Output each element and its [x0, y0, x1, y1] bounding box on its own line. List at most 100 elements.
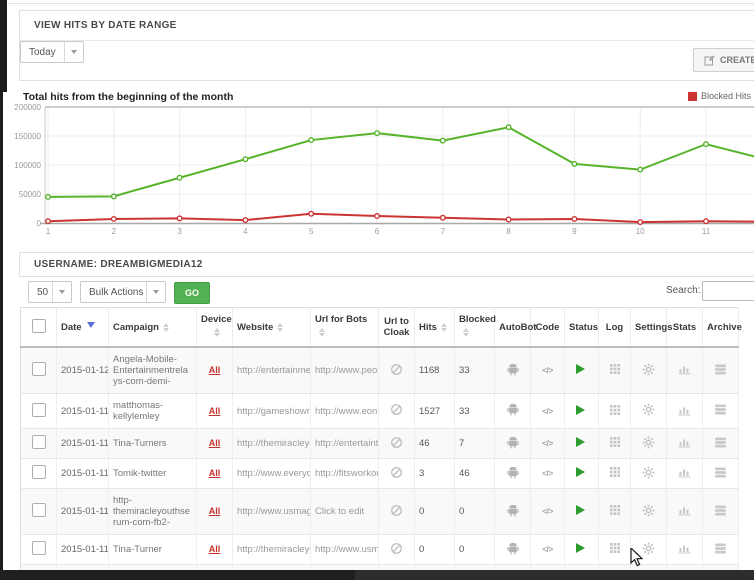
android-icon[interactable]: [506, 403, 520, 416]
device-link[interactable]: All: [208, 468, 221, 478]
device-link[interactable]: All: [208, 506, 221, 516]
gear-icon[interactable]: [642, 363, 655, 376]
chart-legend: Blocked HitsVi: [688, 91, 754, 101]
bar-chart-icon[interactable]: [678, 404, 691, 416]
svg-text:200000: 200000: [14, 103, 41, 112]
archive-icon[interactable]: [714, 504, 727, 517]
svg-text:7: 7: [441, 227, 446, 236]
code-icon[interactable]: </>: [542, 365, 553, 375]
code-icon[interactable]: </>: [542, 506, 553, 516]
sort-icon: [162, 320, 169, 335]
play-icon[interactable]: [576, 505, 590, 515]
grid-icon[interactable]: [609, 363, 621, 375]
code-icon[interactable]: </>: [542, 438, 553, 448]
code-icon[interactable]: </>: [542, 468, 553, 478]
ban-circle-icon[interactable]: [390, 403, 403, 416]
android-icon[interactable]: [506, 466, 520, 479]
cell-settings: [630, 393, 667, 429]
ban-circle-icon[interactable]: [390, 504, 403, 517]
col-header-blocked[interactable]: Blocked: [454, 307, 496, 348]
cell-stats: [666, 347, 703, 394]
go-button[interactable]: GO: [174, 282, 211, 304]
col-header-checkbox[interactable]: [20, 307, 57, 348]
create-campaign-button[interactable]: CREATE NEW CAMPAIGN: [693, 48, 754, 72]
row-checkbox[interactable]: [31, 435, 46, 449]
col-header-settings: Settings: [630, 307, 672, 348]
device-link[interactable]: All: [208, 405, 221, 416]
row-checkbox[interactable]: [31, 541, 46, 555]
android-icon[interactable]: [506, 542, 520, 555]
bar-chart-icon[interactable]: [678, 504, 691, 516]
date-range-select[interactable]: Today: [20, 41, 84, 63]
ban-circle-icon[interactable]: [390, 542, 403, 555]
play-icon[interactable]: [576, 404, 590, 415]
code-icon[interactable]: </>: [542, 405, 553, 416]
col-header-date[interactable]: Date: [56, 307, 109, 348]
col-header-campaign[interactable]: Campaign: [108, 307, 197, 348]
row-checkbox[interactable]: [31, 465, 46, 479]
grid-icon[interactable]: [609, 404, 621, 416]
play-icon[interactable]: [576, 543, 590, 553]
date-range-controls: Today CREATE NEW CAMPAIGN: [20, 41, 754, 79]
cell-log: [598, 534, 631, 565]
bulk-actions-select[interactable]: Bulk Actions: [80, 281, 166, 303]
bar-chart-icon[interactable]: [678, 436, 691, 448]
bar-chart-icon[interactable]: [678, 363, 691, 375]
play-icon[interactable]: [576, 467, 590, 477]
cell-checkbox: [20, 428, 57, 459]
svg-text:9: 9: [572, 227, 577, 236]
legend-swatch-icon: [688, 91, 697, 101]
play-icon[interactable]: [576, 364, 590, 374]
archive-icon[interactable]: [714, 363, 727, 376]
row-checkbox[interactable]: [31, 503, 46, 517]
ban-circle-icon[interactable]: [390, 436, 403, 449]
grid-icon[interactable]: [609, 504, 621, 516]
archive-icon[interactable]: [714, 542, 727, 555]
gear-icon[interactable]: [642, 436, 655, 449]
device-link[interactable]: All: [208, 438, 221, 448]
code-icon[interactable]: </>: [542, 544, 553, 554]
col-header-url_bots[interactable]: Url for Bots: [310, 307, 379, 348]
col-header-website[interactable]: Website: [232, 307, 311, 348]
svg-text:50000: 50000: [19, 190, 42, 199]
table-row: 2015-01-11 http-themiracleyouthserum-com-…: [20, 488, 739, 535]
page-size-select[interactable]: 50: [28, 281, 72, 303]
gear-icon[interactable]: [642, 403, 655, 416]
cell-blocked: 0: [454, 488, 495, 535]
search-input[interactable]: [702, 281, 754, 301]
cell-archive: [702, 534, 739, 565]
bar-chart-icon[interactable]: [678, 466, 691, 478]
row-checkbox[interactable]: [31, 362, 46, 376]
svg-text:5: 5: [309, 227, 314, 236]
gear-icon[interactable]: [642, 466, 655, 479]
android-icon[interactable]: [506, 363, 520, 376]
android-icon[interactable]: [506, 504, 520, 517]
device-link[interactable]: All: [208, 544, 221, 554]
cell-date: 2015-01-11: [56, 393, 109, 429]
ban-circle-icon[interactable]: [390, 466, 403, 479]
archive-icon[interactable]: [714, 436, 727, 449]
gear-icon[interactable]: [642, 504, 655, 517]
gear-icon[interactable]: [642, 542, 655, 555]
col-header-device[interactable]: Device: [196, 307, 233, 348]
cell-log: [598, 488, 631, 535]
android-icon[interactable]: [506, 436, 520, 449]
grid-icon[interactable]: [609, 542, 621, 554]
play-icon[interactable]: [576, 437, 590, 447]
row-checkbox[interactable]: [31, 402, 46, 417]
col-header-hits[interactable]: Hits: [414, 307, 455, 348]
cell-autobot: [494, 534, 531, 565]
grid-icon[interactable]: [609, 466, 621, 478]
ban-circle-icon[interactable]: [390, 363, 403, 376]
cell-blocked: 33: [454, 393, 495, 429]
archive-icon[interactable]: [714, 403, 727, 416]
bar-chart-icon[interactable]: [678, 542, 691, 554]
svg-text:11: 11: [702, 227, 711, 236]
grid-icon[interactable]: [609, 436, 621, 448]
create-campaign-label: CREATE NEW CAMPAIGN: [720, 55, 754, 65]
cell-code: </>: [530, 393, 565, 429]
device-link[interactable]: All: [208, 365, 221, 375]
select-all-checkbox[interactable]: [31, 318, 46, 333]
top-divider: [8, 3, 754, 4]
archive-icon[interactable]: [714, 466, 727, 479]
